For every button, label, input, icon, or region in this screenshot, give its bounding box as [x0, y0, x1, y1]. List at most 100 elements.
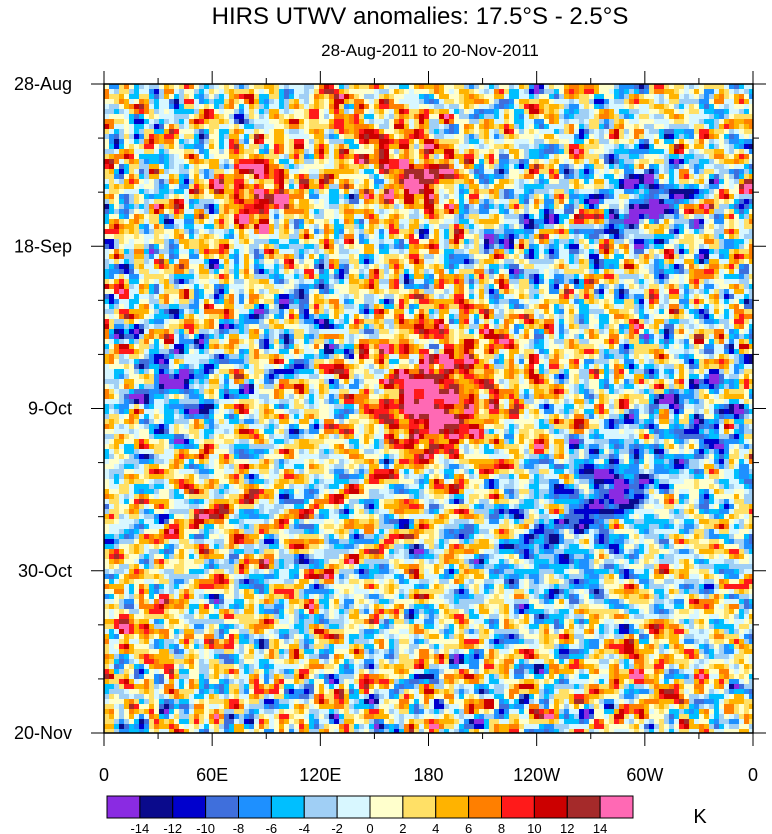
- heatmap-cell: [549, 254, 555, 260]
- heatmap-cell: [619, 239, 625, 245]
- heatmap-cell: [484, 89, 490, 95]
- heatmap-cell: [604, 254, 610, 260]
- heatmap-cell: [254, 184, 260, 190]
- heatmap-cell: [479, 124, 485, 130]
- heatmap-cell: [109, 209, 115, 215]
- heatmap-cell: [419, 259, 425, 265]
- heatmap-cell: [199, 94, 205, 100]
- heatmap-cell: [114, 239, 120, 245]
- heatmap-cell: [724, 219, 730, 225]
- heatmap-cell: [409, 269, 415, 275]
- heatmap-cell: [664, 159, 670, 165]
- heatmap-cell: [749, 124, 754, 130]
- heatmap-cell: [409, 259, 415, 265]
- heatmap-cell: [359, 164, 365, 170]
- heatmap-cell: [334, 174, 340, 180]
- heatmap-cell: [654, 214, 660, 220]
- heatmap-cell: [554, 229, 560, 235]
- heatmap-cell: [489, 189, 495, 195]
- heatmap-cell: [204, 109, 210, 115]
- heatmap-cell: [554, 224, 560, 230]
- heatmap-cell: [309, 244, 315, 250]
- heatmap-cell: [714, 184, 720, 190]
- heatmap-cell: [164, 234, 170, 240]
- heatmap-cell: [714, 104, 720, 110]
- heatmap-cell: [349, 99, 355, 105]
- heatmap-cell: [579, 134, 585, 140]
- heatmap-cell: [359, 274, 365, 280]
- heatmap-cell: [289, 219, 295, 225]
- heatmap-cell: [584, 209, 590, 215]
- heatmap-cell: [119, 214, 125, 220]
- heatmap-cell: [134, 274, 140, 280]
- heatmap-cell: [279, 274, 285, 280]
- heatmap-cell: [254, 119, 260, 125]
- heatmap-cell: [134, 204, 140, 210]
- heatmap-cell: [339, 169, 345, 175]
- heatmap-field: [104, 84, 754, 734]
- heatmap-cell: [239, 219, 245, 225]
- heatmap-cell: [399, 224, 405, 230]
- heatmap-cell: [339, 239, 345, 245]
- heatmap-cell: [414, 264, 420, 270]
- heatmap-cell: [669, 139, 675, 145]
- heatmap-cell: [419, 129, 425, 135]
- heatmap-cell: [694, 249, 700, 255]
- heatmap-cell: [689, 259, 695, 265]
- heatmap-cell: [584, 244, 590, 250]
- heatmap-cell: [349, 239, 355, 245]
- heatmap-cell: [219, 159, 225, 165]
- heatmap-cell: [349, 194, 355, 200]
- heatmap-cell: [644, 189, 650, 195]
- heatmap-cell: [299, 244, 305, 250]
- heatmap-cell: [139, 174, 145, 180]
- heatmap-cell: [524, 119, 530, 125]
- heatmap-cell: [154, 199, 160, 205]
- heatmap-cell: [349, 169, 355, 175]
- heatmap-cell: [279, 89, 285, 95]
- heatmap-cell: [139, 259, 145, 265]
- heatmap-cell: [699, 149, 705, 155]
- heatmap-cell: [574, 184, 580, 190]
- heatmap-cell: [544, 119, 550, 125]
- heatmap-cell: [389, 214, 395, 220]
- heatmap-cell: [559, 159, 565, 165]
- heatmap-cell: [369, 199, 375, 205]
- heatmap-cell: [259, 119, 265, 125]
- heatmap-cell: [299, 179, 305, 185]
- heatmap-cell: [604, 159, 610, 165]
- heatmap-cell: [409, 154, 415, 160]
- heatmap-cell: [719, 264, 725, 270]
- heatmap-cell: [579, 124, 585, 130]
- heatmap-cell: [549, 104, 555, 110]
- heatmap-cell: [114, 169, 120, 175]
- heatmap-cell: [694, 224, 700, 230]
- heatmap-cell: [384, 99, 390, 105]
- heatmap-cell: [654, 139, 660, 145]
- heatmap-cell: [109, 269, 115, 275]
- heatmap-cell: [214, 124, 220, 130]
- heatmap-cell: [329, 84, 335, 90]
- heatmap-cell: [159, 194, 165, 200]
- heatmap-cell: [264, 259, 270, 265]
- heatmap-cell: [594, 249, 600, 255]
- heatmap-cell: [304, 169, 310, 175]
- heatmap-cell: [559, 119, 565, 125]
- heatmap-cell: [394, 219, 400, 225]
- heatmap-cell: [724, 269, 730, 275]
- heatmap-cell: [604, 184, 610, 190]
- heatmap-cell: [639, 234, 645, 240]
- heatmap-cell: [129, 149, 135, 155]
- heatmap-cell: [524, 154, 530, 160]
- heatmap-cell: [379, 184, 385, 190]
- heatmap-cell: [344, 99, 350, 105]
- heatmap-cell: [154, 144, 160, 150]
- heatmap-cell: [554, 154, 560, 160]
- heatmap-cell: [599, 149, 605, 155]
- heatmap-cell: [259, 174, 265, 180]
- heatmap-cell: [384, 159, 390, 165]
- heatmap-cell: [174, 104, 180, 110]
- heatmap-cell: [689, 209, 695, 215]
- heatmap-cell: [619, 179, 625, 185]
- heatmap-cell: [634, 104, 640, 110]
